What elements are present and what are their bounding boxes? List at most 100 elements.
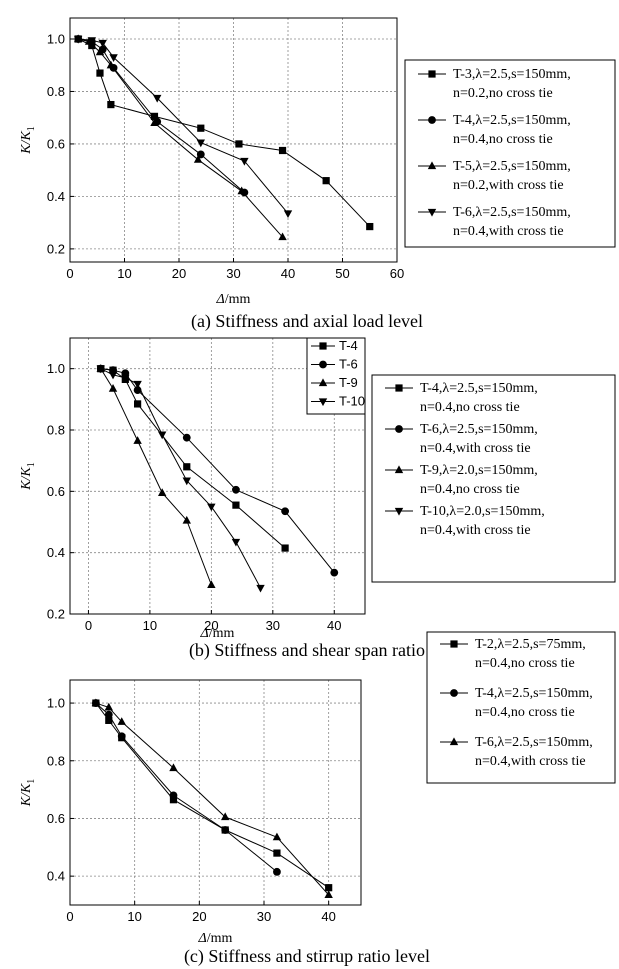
- data-point: [183, 463, 191, 471]
- x-tick-label: 20: [172, 266, 186, 281]
- data-point: [325, 884, 333, 892]
- series-T-3: [74, 35, 374, 231]
- series-line: [100, 368, 286, 549]
- legend-entry-line1: T-6,λ=2.5,s=150mm,: [420, 422, 538, 437]
- data-point: [221, 812, 230, 821]
- data-point: [193, 155, 203, 163]
- y-tick-label: 0.6: [47, 811, 65, 826]
- data-point: [237, 186, 246, 195]
- data-point: [235, 140, 243, 148]
- legend-entry-line2: n=0.4,with cross tie: [420, 523, 531, 538]
- data-point: [109, 54, 118, 62]
- inset-legend: T-4 T-6 T-9 T-10: [306, 337, 366, 415]
- y-tick-label: 0.6: [47, 136, 65, 151]
- legend-entry-line1: T-9,λ=2.0,s=150mm,: [420, 463, 538, 478]
- legend-3: T-2,λ=2.5,s=75mm, n=0.4,no cross tie T-4,λ…: [426, 631, 616, 784]
- legend-marker: [428, 70, 436, 78]
- legend-entry-line2: n=0.2,with cross tie: [453, 178, 564, 193]
- data-point: [273, 849, 281, 857]
- legend-entry-line1: T-4,λ=2.5,s=150mm,: [453, 113, 571, 128]
- x-tick-label: 30: [266, 618, 280, 633]
- legend-marker: [450, 689, 458, 697]
- legend-2: T-4,λ=2.5,s=150mm, n=0.4,no cross tie T-6,…: [371, 374, 616, 583]
- y-tick-label: 0.8: [47, 84, 65, 99]
- legend-marker: [394, 465, 404, 474]
- data-point: [88, 41, 96, 50]
- legend-entry-line2: n=0.4,no cross tie: [453, 132, 553, 147]
- data-point: [134, 400, 142, 408]
- x-tick-label: 0: [85, 618, 92, 633]
- data-point: [150, 112, 159, 120]
- data-point: [153, 94, 162, 103]
- data-point: [117, 717, 126, 725]
- y-axis-label: K/K1: [19, 779, 37, 808]
- legend-marker: [427, 161, 437, 170]
- legend-marker: [428, 116, 436, 124]
- data-point: [150, 118, 159, 127]
- data-point: [232, 501, 240, 509]
- legend-entry-line1: T-6,λ=2.5,s=150mm,: [475, 735, 593, 750]
- chart-caption: (a) Stiffness and axial load level: [191, 311, 423, 332]
- y-tick-label: 0.4: [47, 869, 65, 884]
- data-point: [169, 796, 178, 804]
- chart-caption: (c) Stiffness and stirrup ratio level: [184, 946, 430, 967]
- x-axis-label: Δ/mm: [198, 931, 233, 946]
- inset-legend-marker: [318, 378, 328, 387]
- y-tick-label: 0.4: [47, 189, 65, 204]
- data-point: [196, 150, 205, 159]
- series-T-4: [97, 365, 289, 552]
- plot-frame: [69, 337, 366, 615]
- data-point: [108, 384, 118, 392]
- data-point: [73, 35, 83, 44]
- legend-box: [404, 59, 616, 248]
- y-axis-label: K/K1: [19, 126, 37, 155]
- inset-legend-entry: T-4: [339, 338, 358, 353]
- x-axis-label: Δ/mm: [216, 292, 251, 307]
- series-line: [95, 702, 278, 873]
- legend-1: T-3,λ=2.5,s=150mm, n=0.2,no cross tie T-4,…: [404, 59, 616, 248]
- data-point: [278, 146, 287, 155]
- legend-entry-line2: n=0.2,no cross tie: [453, 86, 553, 101]
- data-point: [108, 371, 118, 380]
- inset-legend-entry: T-9: [339, 375, 358, 390]
- x-tick-label: 40: [281, 266, 295, 281]
- inset-legend-entry: T-10: [339, 394, 365, 409]
- series-T-9: [96, 364, 216, 588]
- legend-entry-line1: T-5,λ=2.5,s=150mm,: [453, 159, 571, 174]
- legend-entry-line1: T-4,λ=2.5,s=150mm,: [420, 381, 538, 396]
- legend-entry-line1: T-3,λ=2.5,s=150mm,: [453, 67, 571, 82]
- series-T-5: [73, 34, 287, 241]
- x-tick-label: 20: [192, 909, 206, 924]
- data-point: [182, 477, 191, 486]
- legend-marker: [395, 425, 403, 433]
- legend-entry-line2: n=0.4,no cross tie: [475, 656, 575, 671]
- x-axis-label: Δ/mm: [200, 626, 235, 641]
- legend-entry-line2: n=0.4,with cross tie: [420, 441, 531, 456]
- inset-legend-marker: [319, 342, 327, 350]
- data-point: [91, 698, 101, 707]
- legend-entry-line1: T-6,λ=2.5,s=150mm,: [453, 205, 571, 220]
- x-tick-label: 0: [66, 909, 73, 924]
- legend-marker: [427, 208, 437, 217]
- data-point: [95, 47, 105, 56]
- data-point: [366, 222, 374, 231]
- legend-box: [426, 631, 616, 784]
- data-point: [106, 60, 116, 69]
- chart-caption: (b) Stiffness and shear span ratio: [189, 640, 425, 661]
- data-point: [240, 157, 249, 166]
- data-point: [273, 867, 281, 876]
- x-tick-label: 40: [321, 909, 335, 924]
- legend-entry-line2: n=0.4,with cross tie: [453, 224, 564, 239]
- x-tick-label: 60: [390, 266, 404, 281]
- data-point: [196, 139, 205, 148]
- series-T-4: [74, 35, 249, 197]
- data-point: [221, 826, 230, 834]
- inset-legend-entry: T-6: [339, 357, 358, 372]
- legend-entry-line1: T-4,λ=2.5,s=150mm,: [475, 686, 593, 701]
- y-tick-label: 0.8: [47, 753, 65, 768]
- x-tick-label: 10: [143, 618, 157, 633]
- series-line: [100, 368, 212, 586]
- data-point: [207, 503, 216, 512]
- data-point: [98, 39, 107, 48]
- data-point: [96, 365, 105, 374]
